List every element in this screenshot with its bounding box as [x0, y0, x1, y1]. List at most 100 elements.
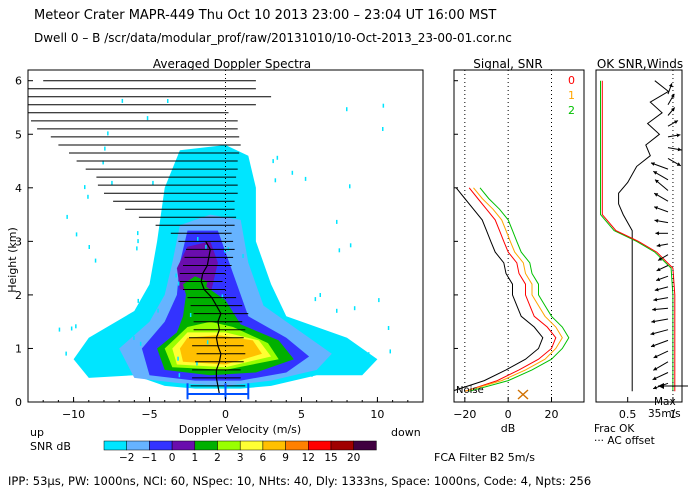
heat-speckle: [75, 232, 78, 237]
wind-barbs: [650, 83, 682, 390]
colorbar-swatch: [330, 440, 354, 451]
heat-speckle: [167, 99, 169, 103]
heat-speckle: [111, 180, 113, 185]
spectra-ytick-label: 0: [15, 396, 22, 409]
heat-speckle: [192, 200, 195, 205]
heat-speckle: [272, 159, 274, 164]
wind-arrow-head-icon: [652, 307, 656, 312]
spectra-ytick-label: 1: [15, 342, 22, 355]
heat-speckle: [104, 146, 106, 151]
heat-speckle: [346, 107, 348, 112]
ok-xtick-label: 1: [669, 408, 676, 421]
colorbar-swatch: [126, 440, 150, 451]
heat-speckle: [189, 313, 192, 317]
heat-speckle: [195, 204, 198, 209]
spectra-title: Averaged Doppler Spectra: [153, 57, 311, 71]
colorbar-swatch: [194, 440, 218, 451]
signal-xlabel: dB: [501, 422, 516, 435]
mean-velocity-line: [200, 241, 222, 395]
colorbar-tick-label: −2: [119, 452, 134, 464]
colorbar-swatch: [285, 440, 309, 451]
heat-speckle: [177, 281, 180, 286]
wind-arrow-head-icon: [650, 331, 655, 336]
wind-arrow-head-icon: [654, 193, 659, 197]
heat-speckle: [389, 349, 391, 354]
heat-speckle: [352, 352, 354, 357]
wind-arrow-head-icon: [677, 147, 682, 152]
colorbar-tick-label: 9: [282, 452, 289, 464]
heat-speckle: [197, 237, 199, 241]
spectra-xtick-label: −5: [141, 408, 157, 421]
ok-series-0: [618, 80, 670, 392]
heat-speckle: [157, 308, 159, 313]
heat-speckle: [349, 243, 352, 248]
colorbar-tick-label: 1: [191, 452, 198, 464]
colorbar-swatch: [171, 440, 196, 451]
heat-speckle: [319, 293, 321, 297]
wind-arrow-head-icon: [653, 171, 658, 175]
wind-arrow-head-icon: [653, 354, 658, 359]
colorbar-swatch: [353, 440, 377, 451]
spectra-xlabel: Doppler Velocity (m/s): [179, 423, 301, 436]
signal-power-line: [454, 187, 544, 392]
legend-1: 1: [568, 89, 575, 102]
ok-axes: 0.5 1: [619, 397, 676, 421]
heat-speckle: [152, 180, 154, 185]
heat-speckle: [368, 352, 370, 357]
heat-speckle: [205, 244, 207, 249]
max-speed-label: 35m/s: [648, 408, 681, 420]
heat-speckle: [139, 341, 142, 346]
heat-speckle: [314, 297, 317, 302]
heat-speckle: [65, 351, 67, 356]
colorbar-swatch: [217, 440, 241, 451]
wind-arrow-head-icon: [655, 231, 659, 236]
max-label: Max: [654, 396, 676, 408]
wind-arrow-head-icon: [654, 287, 659, 292]
colorbar-swatch: [308, 440, 332, 451]
wind-arrow-head-icon: [676, 133, 681, 138]
max-arrow-head-icon: [658, 383, 664, 389]
colorbar-swatch: [103, 440, 127, 451]
ok-series-red: [601, 80, 676, 392]
signal-axes-frame: [453, 69, 585, 403]
heat-speckle: [215, 205, 217, 210]
wind-arrow-head-icon: [658, 257, 662, 261]
heat-speckle: [382, 103, 385, 108]
spectra-ytick-label: 5: [15, 128, 22, 141]
heat-speckle: [175, 273, 177, 278]
heat-speckle: [137, 239, 139, 244]
heat-speckle: [221, 294, 224, 299]
legend-0: 0: [568, 74, 575, 87]
colorbar-swatch: [239, 440, 264, 451]
heat-speckle: [378, 298, 380, 303]
heat-speckle: [87, 194, 89, 199]
wind-arrow-head-icon: [651, 319, 655, 324]
heat-speckle: [336, 308, 338, 313]
heat-speckle: [137, 298, 139, 303]
wind-arrow-head-icon: [653, 366, 658, 371]
heat-speckle: [311, 372, 313, 377]
ok-axes-frame: [595, 69, 683, 403]
spectra-xtick-label: 10: [370, 408, 384, 421]
radar-parameters-footer: IPP: 53μs, PW: 1000ns, NCI: 60, NSpec: 1…: [8, 474, 592, 488]
spectra-xtick-label: 0: [222, 408, 229, 421]
heat-speckle: [58, 327, 61, 332]
ok-series-1: [600, 80, 674, 392]
heat-speckle: [107, 131, 109, 136]
heat-speckle: [205, 205, 208, 210]
ok-lines: [600, 70, 676, 402]
heat-speckle: [84, 185, 86, 190]
down-label: down: [391, 426, 421, 439]
spectra-ytick-label: 6: [15, 75, 22, 88]
heat-speckle: [242, 254, 244, 258]
ok-xtick-label: 0.5: [619, 408, 637, 421]
spectra-ylabel: Height (km): [6, 227, 19, 293]
wind-arrow-head-icon: [651, 343, 655, 348]
ok-title: OK SNR,Winds: [597, 57, 683, 71]
wind-arrow-head-icon: [656, 277, 661, 282]
spectra-heatmap: [58, 98, 391, 389]
heat-speckle: [66, 214, 68, 219]
heat-speckle: [168, 217, 171, 221]
heat-level-orange: [179, 335, 262, 365]
wind-arrow-head-icon: [654, 219, 659, 223]
